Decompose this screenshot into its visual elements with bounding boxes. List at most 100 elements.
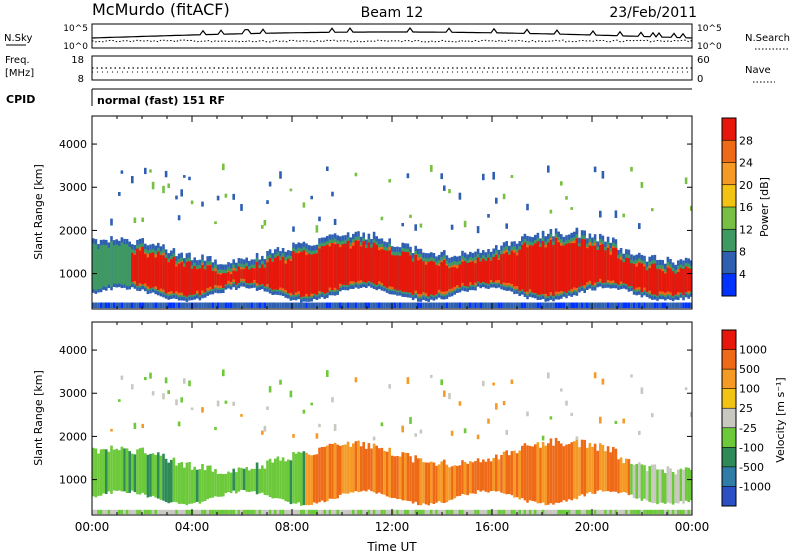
power-cell bbox=[471, 302, 475, 309]
power-cell bbox=[209, 302, 212, 309]
colorbar-cell bbox=[722, 408, 736, 429]
power-cell bbox=[476, 260, 480, 279]
velocity-cell bbox=[586, 509, 589, 515]
velocity-cell bbox=[648, 466, 651, 502]
power-cell bbox=[508, 302, 511, 309]
velocity-cell bbox=[458, 401, 462, 406]
velocity-cell bbox=[513, 509, 516, 515]
power-cell bbox=[674, 302, 677, 309]
power-cell bbox=[196, 302, 199, 309]
velocity-cell bbox=[375, 445, 378, 494]
velocity-cell bbox=[380, 447, 384, 495]
power-cell bbox=[206, 302, 209, 309]
colorbar-cell bbox=[722, 466, 736, 487]
power-cell bbox=[601, 302, 605, 309]
power-cell bbox=[201, 302, 204, 309]
velocity-cell bbox=[526, 445, 529, 503]
power-cell bbox=[292, 226, 295, 232]
power-cell bbox=[276, 257, 280, 288]
power-cell bbox=[453, 267, 456, 287]
velocity-cell bbox=[305, 452, 308, 506]
power-cell bbox=[245, 268, 248, 281]
velocity-cell bbox=[289, 390, 293, 398]
velocity-cell bbox=[276, 509, 280, 515]
power-cell bbox=[570, 302, 573, 309]
power-cell bbox=[352, 302, 355, 309]
power-cell bbox=[651, 264, 654, 292]
freq-label-line2: [MHz] bbox=[5, 68, 34, 79]
power-cell bbox=[183, 267, 186, 293]
power-cell bbox=[99, 302, 103, 309]
power-cell bbox=[341, 246, 345, 283]
power-cell bbox=[320, 249, 324, 290]
velocity-cell bbox=[157, 509, 160, 515]
velocity-cell bbox=[190, 407, 194, 411]
velocity-cell bbox=[471, 509, 475, 515]
velocity-cell bbox=[211, 471, 215, 498]
velocity-cell bbox=[549, 438, 553, 504]
power-cell bbox=[385, 251, 389, 286]
power-cell bbox=[588, 245, 592, 281]
velocity-cell bbox=[502, 451, 506, 494]
power-cell bbox=[562, 302, 566, 309]
power-cell bbox=[154, 302, 157, 309]
power-cell bbox=[476, 302, 480, 309]
velocity-cell bbox=[120, 509, 124, 515]
power-cell bbox=[193, 302, 196, 309]
freq-tick-bottom: 8 bbox=[78, 74, 84, 85]
freq-tick-top: 18 bbox=[71, 55, 84, 66]
velocity-cell bbox=[578, 447, 581, 496]
power-cell bbox=[419, 259, 423, 295]
nave-label: Nave bbox=[745, 65, 771, 76]
velocity-cell bbox=[227, 509, 230, 515]
velocity-cell bbox=[279, 379, 282, 385]
power-cell bbox=[284, 263, 287, 290]
velocity-cell bbox=[456, 509, 459, 515]
velocity-cell bbox=[653, 509, 657, 515]
velocity-cell bbox=[198, 469, 202, 504]
power-cell bbox=[110, 218, 113, 226]
power-cell bbox=[365, 250, 368, 281]
power-cell bbox=[354, 241, 358, 280]
velocity-cell bbox=[432, 462, 436, 504]
power-cell bbox=[614, 302, 618, 309]
power-cell bbox=[560, 302, 563, 309]
velocity-cell bbox=[614, 448, 618, 492]
power-cell bbox=[333, 218, 337, 225]
power-cell bbox=[643, 266, 646, 288]
velocity-cell bbox=[583, 509, 586, 515]
velocity-cell bbox=[565, 400, 568, 406]
velocity-cell bbox=[469, 461, 472, 494]
velocity-cell bbox=[391, 455, 394, 498]
power-cell bbox=[456, 268, 459, 286]
power-cell bbox=[253, 302, 256, 309]
velocity-cell bbox=[536, 509, 540, 515]
velocity-cell bbox=[250, 468, 254, 492]
ytick-label: 3000 bbox=[59, 387, 87, 400]
power-cell bbox=[606, 302, 610, 309]
velocity-cell bbox=[164, 458, 168, 503]
power-cell bbox=[110, 302, 113, 309]
velocity-cell bbox=[495, 454, 498, 492]
velocity-cell bbox=[671, 472, 675, 505]
velocity-cell bbox=[271, 509, 274, 515]
power-cell bbox=[128, 302, 131, 309]
power-cell bbox=[141, 302, 144, 309]
velocity-cell bbox=[669, 468, 672, 504]
colorbar-cell bbox=[722, 427, 736, 448]
power-cell bbox=[125, 302, 129, 309]
velocity-cell bbox=[118, 509, 121, 515]
velocity-cell bbox=[115, 448, 118, 491]
velocity-cell bbox=[268, 386, 272, 393]
power-cell bbox=[292, 253, 295, 293]
velocity-cell bbox=[365, 448, 368, 492]
velocity-cell bbox=[567, 444, 571, 500]
power-cell bbox=[120, 170, 124, 174]
power-cell bbox=[289, 302, 293, 309]
power-cell bbox=[162, 255, 165, 290]
velocity-cell bbox=[344, 509, 347, 515]
power-cell bbox=[151, 255, 155, 285]
velocity-cell bbox=[409, 417, 412, 424]
power-cell bbox=[157, 302, 160, 309]
power-cell bbox=[482, 260, 485, 280]
